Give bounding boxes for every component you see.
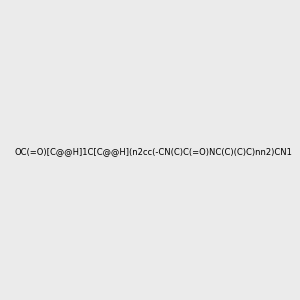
Text: OC(=O)[C@@H]1C[C@@H](n2cc(-CN(C)C(=O)NC(C)(C)C)nn2)CN1: OC(=O)[C@@H]1C[C@@H](n2cc(-CN(C)C(=O)NC(… xyxy=(15,147,293,156)
